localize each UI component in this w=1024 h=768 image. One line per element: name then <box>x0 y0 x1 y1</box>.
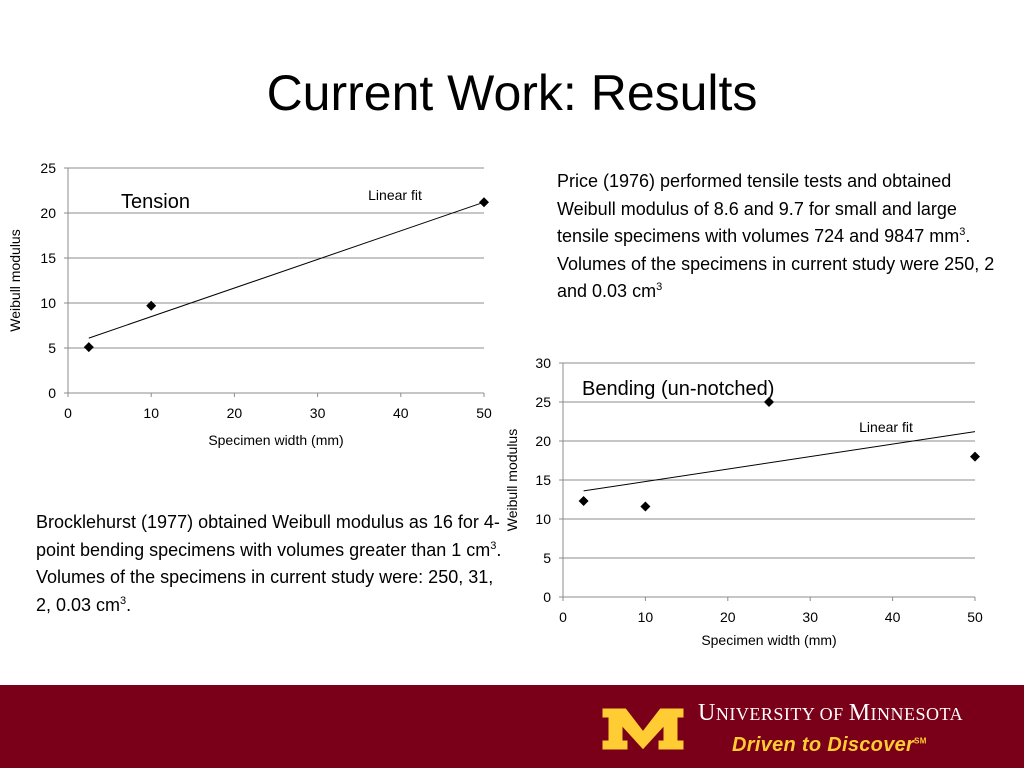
brocklehurst-sup-2: 3 <box>120 594 127 607</box>
tension-chart: 0 5 10 15 20 25 0 10 20 30 40 50 Specimen width (mm)… <box>7 160 492 448</box>
price-text-2: . Volumes of the specimens in current st… <box>557 226 995 301</box>
univ-u: U <box>698 700 716 726</box>
x-tick-label: 50 <box>476 405 492 421</box>
y-tick-label: 0 <box>48 385 56 401</box>
tagline-mark: SM <box>914 736 927 746</box>
brocklehurst-text-end: . <box>126 594 132 615</box>
price-sup-2: 3 <box>656 281 663 293</box>
linear-fit-line <box>583 431 976 492</box>
chart-title: Bending (un-notched) <box>582 378 774 400</box>
data-point <box>83 342 94 353</box>
linear-fit-line <box>88 201 485 339</box>
price-sup-1: 3 <box>959 226 966 238</box>
x-tick-label: 0 <box>559 609 567 625</box>
univ-rest1: NIVERSITY OF <box>715 704 849 724</box>
x-tick-label: 40 <box>885 609 901 625</box>
data-point <box>640 501 651 512</box>
x-tick-label: 40 <box>393 405 409 421</box>
linear-fit-label: Linear fit <box>368 187 422 203</box>
brocklehurst-text-2: . Volumes of the specimens in current st… <box>36 539 502 615</box>
y-tick-label: 0 <box>543 589 551 605</box>
y-tick-label: 20 <box>40 205 56 221</box>
data-point <box>578 496 589 507</box>
x-tick-label: 20 <box>720 609 736 625</box>
y-tick-label: 15 <box>40 250 56 266</box>
univ-rest2: INNESOTA <box>870 704 964 724</box>
data-point <box>970 451 980 462</box>
x-tick-label: 10 <box>143 405 159 421</box>
x-tick-label: 20 <box>227 405 243 421</box>
x-axis-label: Specimen width (mm) <box>701 632 836 648</box>
slide-title: Current Work: Results <box>266 65 758 121</box>
x-tick-label: 10 <box>638 609 654 625</box>
x-tick-label: 30 <box>802 609 818 625</box>
x-axis-label: Specimen width (mm) <box>208 432 343 448</box>
university-m-logo-icon <box>601 707 685 751</box>
price-text-1: Price (1976) performed tensile tests and… <box>557 171 960 246</box>
brocklehurst-paragraph: Brocklehurst (1977) obtained Weibull mod… <box>36 509 506 619</box>
y-tick-label: 30 <box>535 355 551 371</box>
price-paragraph: Price (1976) performed tensile tests and… <box>557 168 1012 306</box>
university-name: UNIVERSITY OF MINNESOTA <box>698 700 963 727</box>
footer-bar <box>0 685 1024 768</box>
x-tick-label: 0 <box>64 405 72 421</box>
x-tick-label: 30 <box>310 405 326 421</box>
bending-chart: 0 5 10 15 20 25 30 0 10 20 30 40 50 Specimen width (m… <box>504 355 983 648</box>
data-point <box>479 197 489 208</box>
y-tick-label: 15 <box>535 472 551 488</box>
x-tick-label: 50 <box>967 609 983 625</box>
chart-title: Tension <box>121 191 190 213</box>
univ-m: M <box>848 700 871 726</box>
brocklehurst-sup-1: 3 <box>490 539 497 552</box>
y-axis-label: Weibull modulus <box>7 229 23 331</box>
y-tick-label: 5 <box>48 340 56 356</box>
y-tick-label: 10 <box>535 511 551 527</box>
y-axis-label: Weibull modulus <box>504 429 520 531</box>
y-tick-label: 20 <box>535 433 551 449</box>
y-tick-label: 25 <box>40 160 56 176</box>
tagline: Driven to DiscoverSM <box>732 734 927 757</box>
tagline-text: Driven to Discover <box>732 734 915 756</box>
linear-fit-label: Linear fit <box>859 419 913 435</box>
y-tick-label: 25 <box>535 394 551 410</box>
y-tick-label: 10 <box>40 295 56 311</box>
y-tick-label: 5 <box>543 550 551 566</box>
data-point <box>146 300 157 311</box>
brocklehurst-text-1: Brocklehurst (1977) obtained Weibull mod… <box>36 512 500 560</box>
data-point <box>764 397 774 407</box>
